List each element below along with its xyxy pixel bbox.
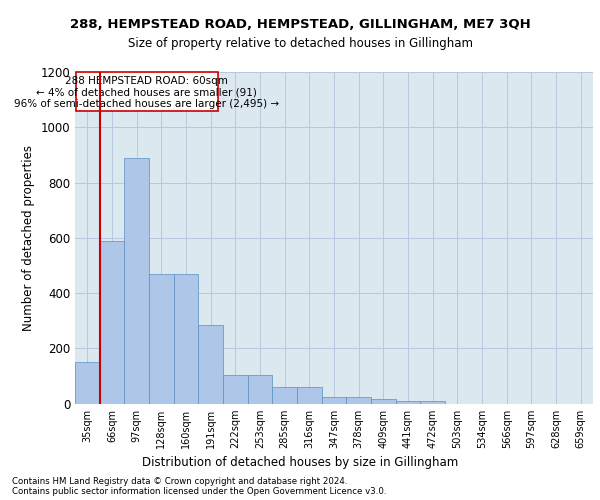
Bar	[124, 158, 149, 404]
Bar	[272, 386, 297, 404]
Bar	[223, 374, 248, 404]
Bar	[396, 401, 421, 404]
Bar	[322, 397, 346, 404]
Text: Contains public sector information licensed under the Open Government Licence v3: Contains public sector information licen…	[12, 487, 386, 496]
Bar	[421, 401, 445, 404]
Bar	[100, 240, 124, 404]
Text: Size of property relative to detached houses in Gillingham: Size of property relative to detached ho…	[128, 38, 473, 51]
Bar	[75, 362, 100, 404]
Text: ← 4% of detached houses are smaller (91): ← 4% of detached houses are smaller (91)	[37, 88, 257, 98]
Text: Distribution of detached houses by size in Gillingham: Distribution of detached houses by size …	[142, 456, 458, 469]
Y-axis label: Number of detached properties: Number of detached properties	[22, 145, 35, 331]
Bar	[371, 398, 396, 404]
Text: 96% of semi-detached houses are larger (2,495) →: 96% of semi-detached houses are larger (…	[14, 99, 280, 109]
Bar	[199, 325, 223, 404]
Text: Contains HM Land Registry data © Crown copyright and database right 2024.: Contains HM Land Registry data © Crown c…	[12, 477, 347, 486]
Text: 288, HEMPSTEAD ROAD, HEMPSTEAD, GILLINGHAM, ME7 3QH: 288, HEMPSTEAD ROAD, HEMPSTEAD, GILLINGH…	[70, 18, 530, 30]
Text: 288 HEMPSTEAD ROAD: 60sqm: 288 HEMPSTEAD ROAD: 60sqm	[65, 76, 228, 86]
Bar	[149, 274, 174, 404]
Bar	[297, 386, 322, 404]
Bar	[174, 274, 199, 404]
Bar	[346, 397, 371, 404]
FancyBboxPatch shape	[76, 72, 218, 111]
Bar	[248, 374, 272, 404]
